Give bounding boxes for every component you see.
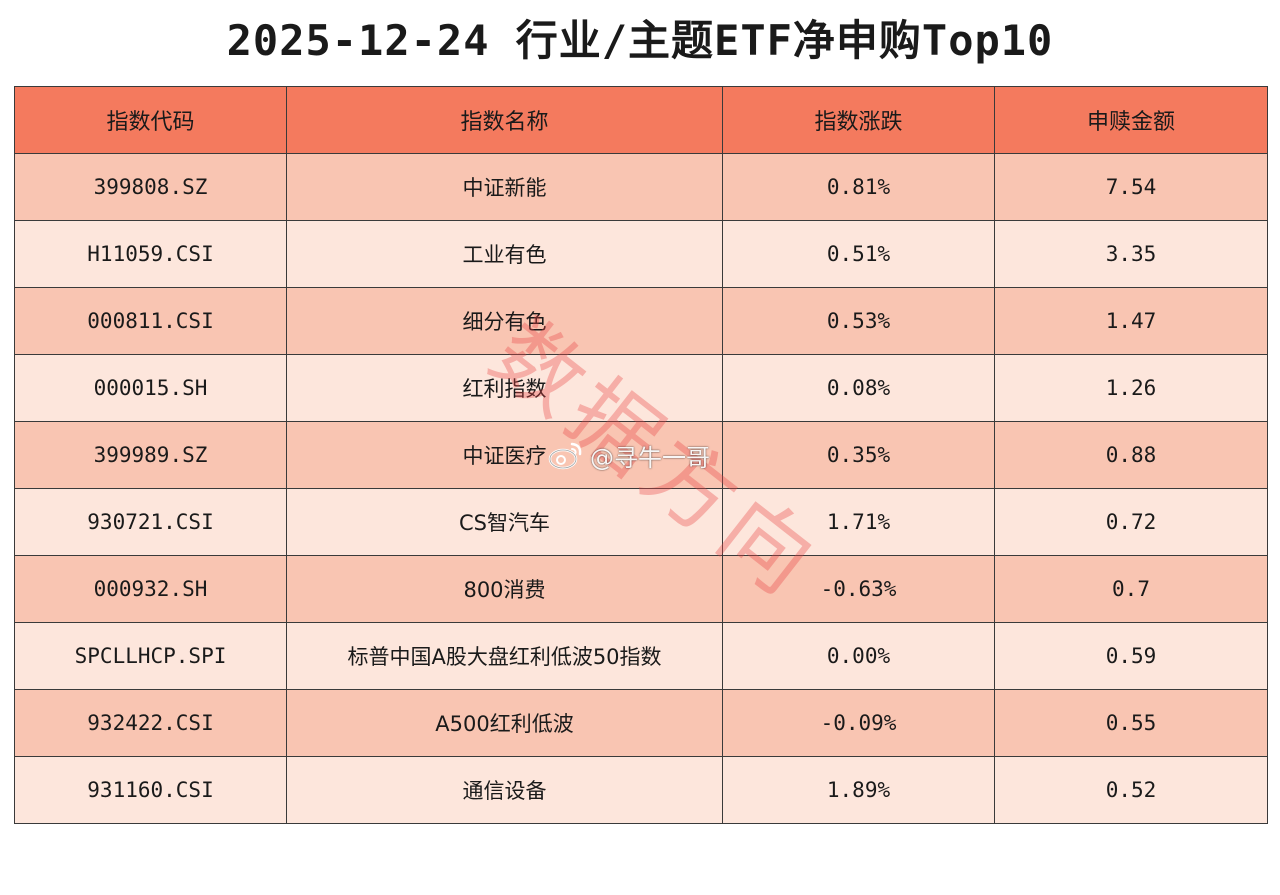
table-header-row: 指数代码 指数名称 指数涨跌 申赎金额 (14, 86, 1268, 154)
index-name: 红利指数 (286, 354, 723, 422)
index-code: 399808.SZ (14, 153, 287, 221)
weibo-handle: @寻牛一哥 (548, 437, 710, 473)
table-row: 399989.SZ 中证医疗 0.35% 0.88 (14, 421, 1268, 489)
table-row: 000811.CSI 细分有色 0.53% 1.47 (14, 287, 1268, 355)
index-name: A500红利低波 (286, 689, 723, 757)
index-name: 中证新能 (286, 153, 723, 221)
flow-amount: 0.52 (994, 756, 1268, 824)
table-row: 399808.SZ 中证新能 0.81% 7.54 (14, 153, 1268, 221)
flow-amount: 0.59 (994, 622, 1268, 690)
header-index-change: 指数涨跌 (722, 86, 995, 154)
index-name: 工业有色 (286, 220, 723, 288)
flow-amount: 0.55 (994, 689, 1268, 757)
index-code: 932422.CSI (14, 689, 287, 757)
table-row: 000932.SH 800消费 -0.63% 0.7 (14, 555, 1268, 623)
table-row: 000015.SH 红利指数 0.08% 1.26 (14, 354, 1268, 422)
index-change: 0.81% (722, 153, 995, 221)
table-row: SPCLLHCP.SPI 标普中国A股大盘红利低波50指数 0.00% 0.59 (14, 622, 1268, 690)
header-flow-amount: 申赎金额 (994, 86, 1268, 154)
flow-amount: 7.54 (994, 153, 1268, 221)
index-change: -0.63% (722, 555, 995, 623)
weibo-icon (548, 440, 584, 470)
index-code: 930721.CSI (14, 488, 287, 556)
index-change: 0.00% (722, 622, 995, 690)
index-change: 0.08% (722, 354, 995, 422)
index-code: 000811.CSI (14, 287, 287, 355)
index-name: 800消费 (286, 555, 723, 623)
index-name: 细分有色 (286, 287, 723, 355)
index-change: 1.89% (722, 756, 995, 824)
table-row: 931160.CSI 通信设备 1.89% 0.52 (14, 756, 1268, 824)
index-code: H11059.CSI (14, 220, 287, 288)
index-change: 1.71% (722, 488, 995, 556)
page-title: 2025-12-24 行业/主题ETF净申购Top10 (226, 16, 1054, 65)
index-name: 标普中国A股大盘红利低波50指数 (286, 622, 723, 690)
index-code: 000932.SH (14, 555, 287, 623)
index-change: 0.53% (722, 287, 995, 355)
weibo-handle-text: @寻牛一哥 (590, 443, 710, 472)
header-index-code: 指数代码 (14, 86, 287, 154)
table-row: 932422.CSI A500红利低波 -0.09% 0.55 (14, 689, 1268, 757)
index-name: CS智汽车 (286, 488, 723, 556)
etf-table: 指数代码 指数名称 指数涨跌 申赎金额 399808.SZ 中证新能 0.81%… (14, 86, 1268, 824)
flow-amount: 0.7 (994, 555, 1268, 623)
header-index-name: 指数名称 (286, 86, 723, 154)
index-code: 399989.SZ (14, 421, 287, 489)
index-name: 通信设备 (286, 756, 723, 824)
index-code: 000015.SH (14, 354, 287, 422)
flow-amount: 1.47 (994, 287, 1268, 355)
table-row: H11059.CSI 工业有色 0.51% 3.35 (14, 220, 1268, 288)
index-code: SPCLLHCP.SPI (14, 622, 287, 690)
index-change: -0.09% (722, 689, 995, 757)
index-change: 0.35% (722, 421, 995, 489)
index-change: 0.51% (722, 220, 995, 288)
index-code: 931160.CSI (14, 756, 287, 824)
table-row: 930721.CSI CS智汽车 1.71% 0.72 (14, 488, 1268, 556)
flow-amount: 1.26 (994, 354, 1268, 422)
flow-amount: 3.35 (994, 220, 1268, 288)
flow-amount: 0.88 (994, 421, 1268, 489)
flow-amount: 0.72 (994, 488, 1268, 556)
